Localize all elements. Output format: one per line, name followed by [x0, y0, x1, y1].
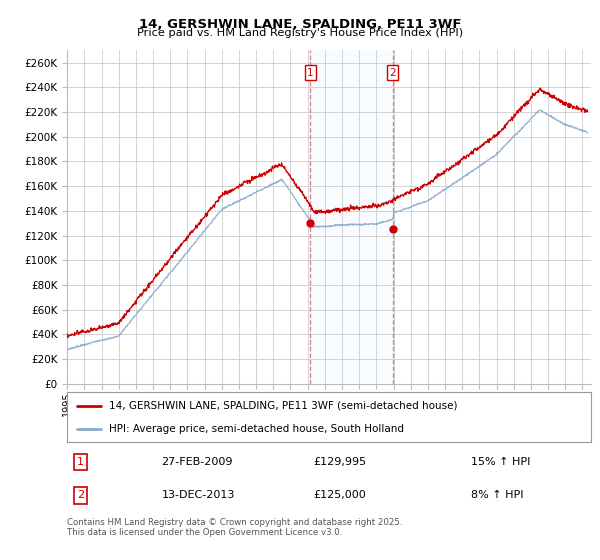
Text: 13-DEC-2013: 13-DEC-2013	[161, 491, 235, 501]
Text: 1: 1	[77, 457, 84, 467]
Text: 2: 2	[77, 491, 84, 501]
Text: 14, GERSHWIN LANE, SPALDING, PE11 3WF: 14, GERSHWIN LANE, SPALDING, PE11 3WF	[139, 18, 461, 31]
Text: 15% ↑ HPI: 15% ↑ HPI	[470, 457, 530, 467]
Text: 27-FEB-2009: 27-FEB-2009	[161, 457, 233, 467]
Text: HPI: Average price, semi-detached house, South Holland: HPI: Average price, semi-detached house,…	[109, 424, 404, 434]
Text: 1: 1	[307, 68, 314, 78]
Text: 14, GERSHWIN LANE, SPALDING, PE11 3WF (semi-detached house): 14, GERSHWIN LANE, SPALDING, PE11 3WF (s…	[109, 400, 458, 410]
Text: Price paid vs. HM Land Registry's House Price Index (HPI): Price paid vs. HM Land Registry's House …	[137, 28, 463, 38]
Text: 2: 2	[389, 68, 396, 78]
Text: 8% ↑ HPI: 8% ↑ HPI	[470, 491, 523, 501]
Text: £129,995: £129,995	[313, 457, 366, 467]
Text: Contains HM Land Registry data © Crown copyright and database right 2025.
This d: Contains HM Land Registry data © Crown c…	[67, 518, 403, 538]
Bar	[310, 50, 392, 384]
Text: £125,000: £125,000	[313, 491, 366, 501]
